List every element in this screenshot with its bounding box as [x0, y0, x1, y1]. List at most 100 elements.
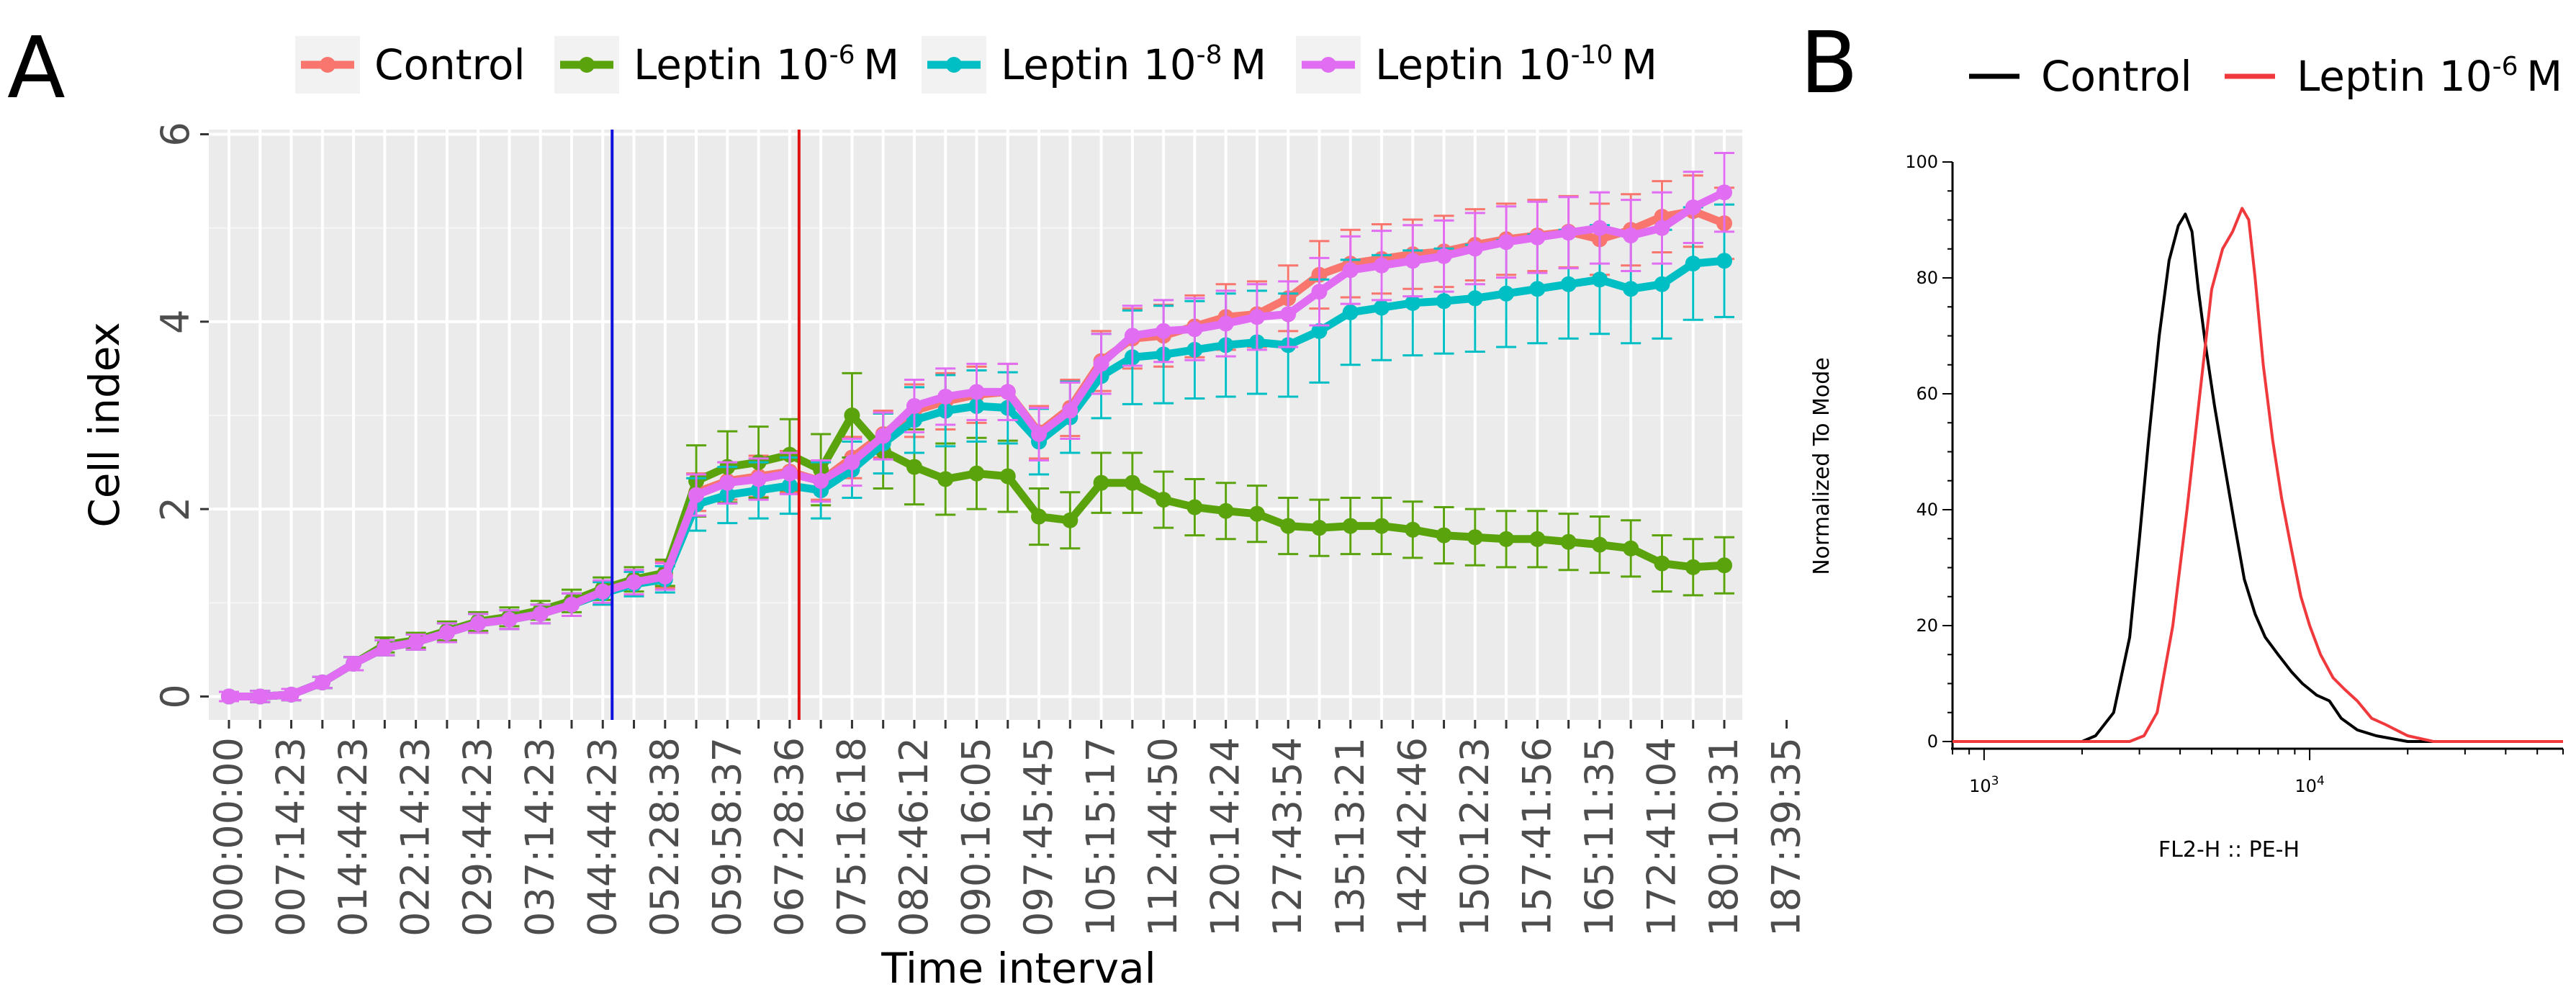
- data-point: [1093, 356, 1109, 372]
- data-point: [781, 465, 798, 482]
- x-tick-label: 097:45:45: [1016, 737, 1061, 937]
- x-tick-label: 105:15:17: [1078, 737, 1124, 937]
- x-tick-label: 187:39:35: [1764, 737, 1809, 937]
- x-tick-label: 014:44:23: [330, 737, 376, 937]
- data-point: [719, 474, 736, 491]
- x-tick-label: 157:41:56: [1514, 737, 1559, 937]
- data-point: [1374, 257, 1390, 274]
- data-point: [1716, 253, 1732, 269]
- data-point: [1498, 285, 1515, 302]
- y-tick-label: 2: [153, 497, 198, 521]
- data-point: [1560, 276, 1577, 292]
- panel-b-legend: Control Leptin 10-6 M: [1969, 52, 2562, 101]
- data-point: [532, 605, 549, 622]
- data-point: [1529, 281, 1546, 297]
- data-point: [875, 428, 891, 444]
- y-tick-label: 6: [153, 122, 198, 146]
- data-point: [252, 688, 269, 705]
- y-tick-label: 100: [1905, 152, 1938, 172]
- data-point: [1342, 262, 1359, 279]
- data-point: [1031, 426, 1048, 443]
- data-point: [1405, 294, 1421, 311]
- data-point: [1560, 225, 1577, 241]
- panel-a-legend: Control Leptin 10-6 M Leptin 10-8 M Leptin …: [295, 36, 1657, 94]
- data-point: [968, 465, 985, 482]
- x-tick-label: 103: [1969, 774, 1999, 796]
- data-point: [1654, 276, 1670, 292]
- data-point: [1217, 315, 1234, 332]
- data-point: [1124, 328, 1140, 344]
- data-point: [1280, 306, 1297, 323]
- data-point: [937, 388, 954, 405]
- data-point: [1529, 229, 1546, 245]
- x-tick-label: 052:28:38: [642, 737, 688, 937]
- data-point: [750, 471, 767, 487]
- data-point: [1248, 309, 1265, 325]
- data-point: [1093, 474, 1109, 491]
- data-point: [844, 454, 860, 471]
- data-point: [937, 471, 954, 487]
- data-point: [1685, 199, 1701, 216]
- x-tick-label: 044:44:23: [580, 737, 625, 937]
- data-point: [1342, 518, 1359, 534]
- data-point: [1498, 531, 1515, 547]
- data-point: [906, 459, 922, 475]
- y-tick-label: 80: [1916, 268, 1938, 288]
- data-point: [1529, 531, 1546, 547]
- x-tick-label: 104: [2294, 774, 2324, 796]
- data-point: [1405, 253, 1421, 269]
- data-point: [1560, 533, 1577, 550]
- data-point: [1623, 227, 1639, 244]
- data-point: [470, 615, 487, 631]
- histogram-0: [1953, 212, 2563, 743]
- data-point: [1654, 220, 1670, 236]
- data-point: [999, 468, 1016, 485]
- y-tick-label: 4: [153, 310, 198, 334]
- panel-letter-b: B: [1800, 13, 1858, 112]
- data-point: [1591, 271, 1608, 288]
- x-tick-label: 022:14:23: [393, 737, 438, 937]
- x-tick-label: 180:10:31: [1701, 737, 1747, 937]
- data-point: [1467, 240, 1483, 257]
- data-point: [1716, 557, 1732, 574]
- x-tick-label: 150:12:23: [1452, 737, 1498, 937]
- data-point: [377, 639, 393, 656]
- data-point: [1591, 220, 1608, 236]
- data-point: [595, 583, 611, 600]
- legend-label: Leptin 10-8 M: [1001, 40, 1266, 89]
- data-point: [1311, 284, 1328, 300]
- x-tick-label: 082:46:12: [891, 737, 937, 937]
- x-tick-label: 142:42:46: [1390, 737, 1435, 937]
- legend-key-point: [320, 57, 335, 73]
- x-tick-label: 090:16:05: [954, 737, 999, 937]
- panel-a-plot: 0 2 4 6 000:00:00 007:14:23 014:44:23 022:14:23…: [80, 122, 1809, 993]
- y-axis-title: Normalized To Mode: [1809, 357, 1834, 575]
- legend-label: Control: [2041, 52, 2192, 101]
- data-point: [1374, 299, 1390, 316]
- x-axis-title: Time interval: [881, 944, 1156, 993]
- data-point: [1498, 234, 1515, 251]
- x-tick-label: 037:14:23: [518, 737, 563, 937]
- data-point: [346, 655, 362, 672]
- data-point: [1156, 492, 1172, 508]
- data-point: [501, 611, 518, 628]
- legend-label: Leptin 10-6 M: [634, 40, 899, 89]
- data-point: [1654, 555, 1670, 572]
- x-tick-label: 029:44:23: [455, 737, 500, 937]
- data-point: [438, 624, 455, 641]
- data-point: [1374, 518, 1390, 534]
- data-point: [221, 688, 237, 705]
- y-tick-label: 0: [153, 684, 198, 708]
- y-tick-label: 60: [1916, 384, 1938, 404]
- x-tick-label: 067:28:36: [767, 737, 812, 937]
- data-point: [1124, 474, 1140, 491]
- data-point: [688, 487, 705, 503]
- y-tick-label: 20: [1916, 616, 1938, 636]
- data-point: [999, 384, 1016, 400]
- x-tick-label: 112:44:50: [1140, 737, 1186, 937]
- data-point: [1311, 323, 1328, 339]
- x-tick-label: 075:16:18: [829, 737, 874, 937]
- series-3: [219, 152, 1734, 705]
